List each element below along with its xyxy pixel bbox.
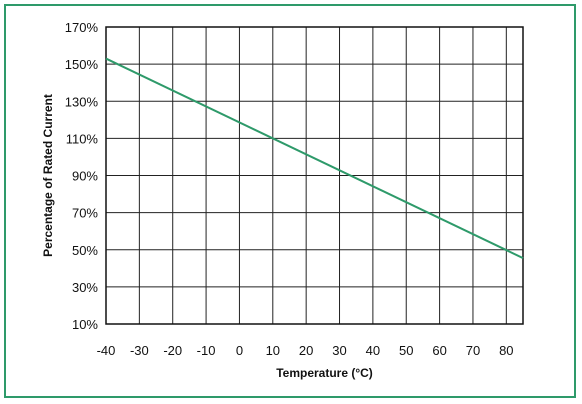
x-tick-label: 70: [466, 343, 480, 358]
x-tick-label: 40: [366, 343, 380, 358]
x-tick-label: 60: [432, 343, 446, 358]
x-tick-label: 80: [499, 343, 513, 358]
x-axis-title: Temperature (°C): [276, 366, 373, 380]
grid: [106, 27, 523, 324]
y-axis-ticks: 10% 30% 50% 70% 90% 110% 130% 150% 170%: [65, 20, 99, 332]
x-tick-label: -10: [197, 343, 216, 358]
y-tick-label: 110%: [66, 131, 99, 146]
y-tick-label: 10%: [72, 317, 98, 332]
y-tick-label: 30%: [72, 280, 98, 295]
x-tick-label: 30: [332, 343, 346, 358]
y-tick-label: 70%: [72, 206, 98, 221]
x-tick-label: 20: [299, 343, 313, 358]
x-tick-label: 0: [236, 343, 243, 358]
x-tick-label: -40: [97, 343, 116, 358]
x-tick-label: -30: [130, 343, 149, 358]
y-tick-label: 130%: [65, 94, 99, 109]
x-tick-label: 50: [399, 343, 413, 358]
y-tick-label: 50%: [72, 243, 98, 258]
series-layer: [105, 57, 524, 260]
chart-frame: [4, 4, 576, 398]
y-tick-label: 170%: [65, 20, 99, 35]
x-axis-ticks: -40 -30 -20 -10 0 10 20 30 40 50 60 70 80: [97, 343, 514, 358]
y-axis-title: Percentage of Rated Current: [41, 94, 55, 257]
x-tick-label: 10: [266, 343, 280, 358]
y-tick-label: 90%: [72, 169, 98, 184]
y-tick-label: 150%: [65, 57, 99, 72]
series-line-0: [105, 57, 524, 260]
plot-area: [105, 26, 524, 325]
x-tick-label: -20: [163, 343, 182, 358]
